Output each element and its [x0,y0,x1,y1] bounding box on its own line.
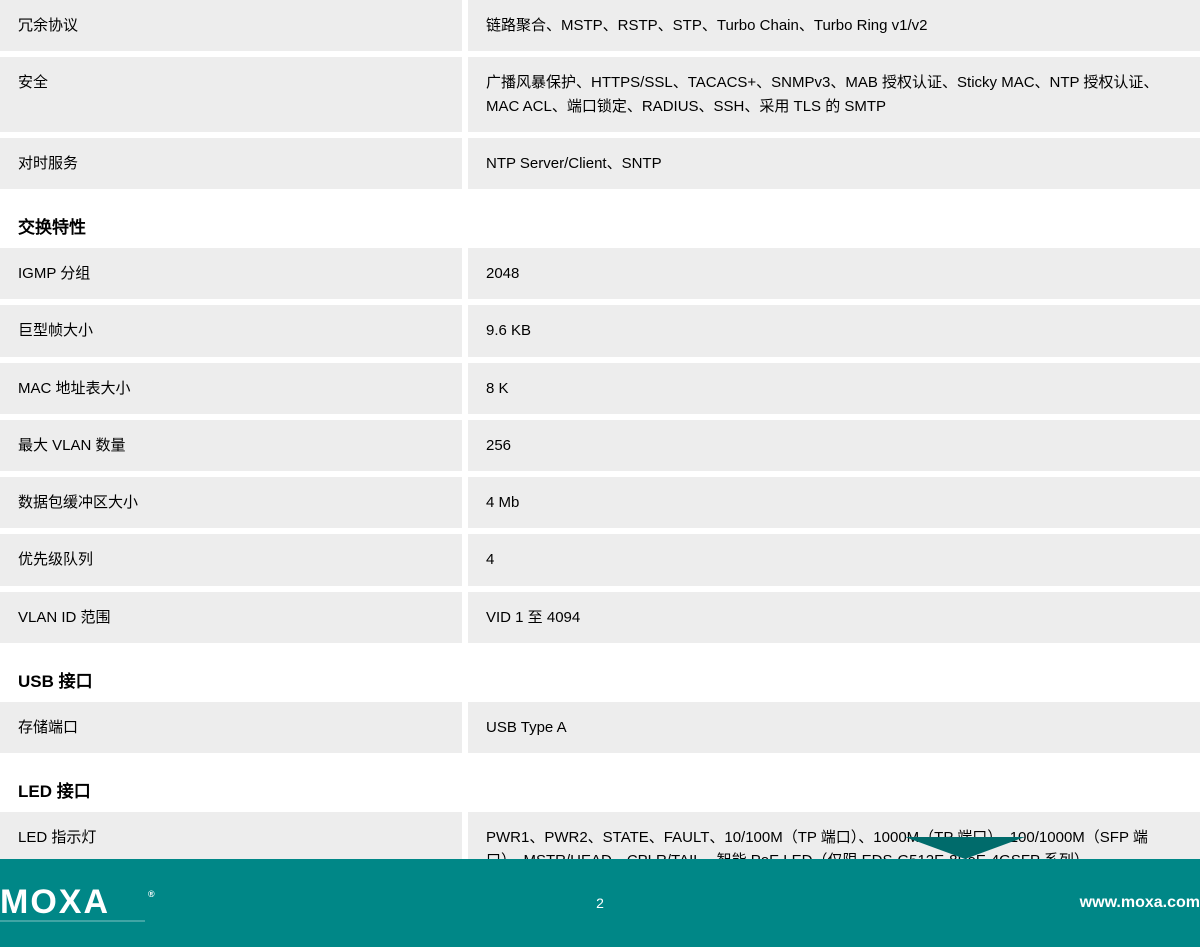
top-row: 安全广播风暴保护、HTTPS/SSL、TACACS+、SNMPv3、MAB 授权… [0,57,1200,132]
top-label: 对时服务 [0,138,462,189]
top-value: 链路聚合、MSTP、RSTP、STP、Turbo Chain、Turbo Rin… [468,0,1200,51]
switch-row: 巨型帧大小9.6 KB [0,305,1200,356]
switch-row: 数据包缓冲区大小4 Mb [0,477,1200,528]
section-header-switch: 交换特性 [0,195,1200,248]
switch-label: MAC 地址表大小 [0,363,462,414]
switch-label: 优先级队列 [0,534,462,585]
page-number: 2 [596,895,604,911]
switch-value: 8 K [468,363,1200,414]
top-row: 对时服务NTP Server/Client、SNTP [0,138,1200,189]
switch-row: IGMP 分组2048 [0,248,1200,299]
top-row: 冗余协议链路聚合、MSTP、RSTP、STP、Turbo Chain、Turbo… [0,0,1200,51]
switch-row: VLAN ID 范围VID 1 至 4094 [0,592,1200,643]
switch-label: 数据包缓冲区大小 [0,477,462,528]
switch-value: 256 [468,420,1200,471]
top-label: 冗余协议 [0,0,462,51]
switch-value: 9.6 KB [468,305,1200,356]
footer-url: www.moxa.com [1080,894,1200,912]
page-footer: MOXA ® 2 www.moxa.com [0,859,1200,947]
logo-text: MOXA [0,883,110,921]
switch-value: 4 [468,534,1200,585]
top-value: 广播风暴保护、HTTPS/SSL、TACACS+、SNMPv3、MAB 授权认证… [468,57,1200,132]
switch-label: IGMP 分组 [0,248,462,299]
switch-row: MAC 地址表大小8 K [0,363,1200,414]
top-label: 安全 [0,57,462,132]
top-value: NTP Server/Client、SNTP [468,138,1200,189]
switch-label: VLAN ID 范围 [0,592,462,643]
switch-value: 2048 [468,248,1200,299]
switch-value: VID 1 至 4094 [468,592,1200,643]
switch-label: 最大 VLAN 数量 [0,420,462,471]
usb-row: 存储端口USB Type A [0,702,1200,753]
logo-reg: ® [148,889,158,899]
switch-row: 优先级队列4 [0,534,1200,585]
switch-label: 巨型帧大小 [0,305,462,356]
moxa-logo: MOXA ® [0,883,210,923]
usb-label: 存储端口 [0,702,462,753]
spec-table: 冗余协议链路聚合、MSTP、RSTP、STP、Turbo Chain、Turbo… [0,0,1200,887]
section-header-usb: USB 接口 [0,649,1200,702]
section-header-led: LED 接口 [0,759,1200,812]
switch-row: 最大 VLAN 数量256 [0,420,1200,471]
switch-value: 4 Mb [468,477,1200,528]
usb-value: USB Type A [468,702,1200,753]
